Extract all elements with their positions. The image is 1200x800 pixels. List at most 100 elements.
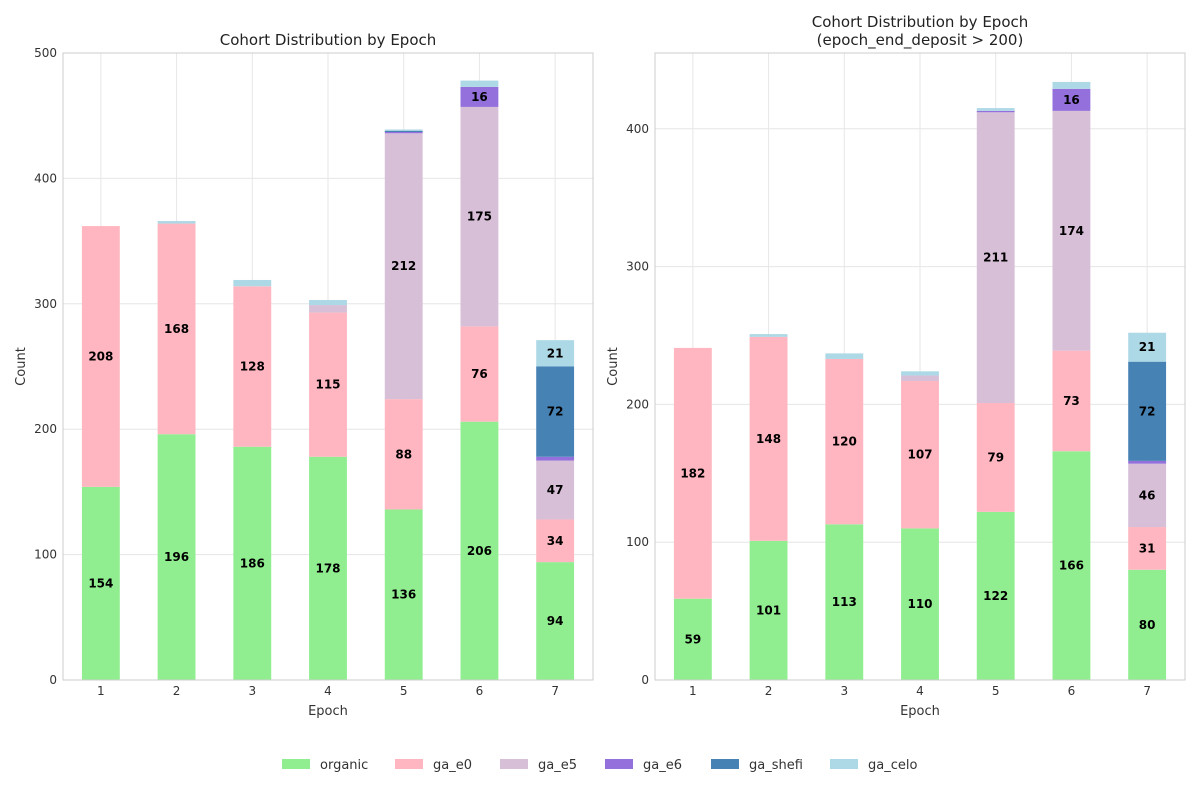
data-label: 148 (756, 432, 781, 446)
x-tick-label: 6 (476, 684, 484, 698)
bar-segment-ga_shefi (384, 130, 423, 133)
bar-segment-organic (749, 540, 788, 680)
bar-segment-ga_e6 (384, 132, 423, 134)
x-tick-label: 1 (689, 684, 697, 698)
bar-segment-ga_e0 (233, 286, 272, 447)
bar-segment-ga_e6 (460, 86, 499, 107)
data-label: 47 (547, 483, 564, 497)
legend-swatch-organic (282, 759, 310, 769)
data-label: 154 (88, 576, 113, 590)
data-label: 186 (240, 556, 265, 570)
data-label: 73 (1063, 394, 1080, 408)
data-label: 107 (907, 448, 932, 462)
y-tick-label: 200 (34, 422, 57, 436)
y-tick-label: 300 (34, 297, 57, 311)
bar-segment-ga_e5 (536, 460, 575, 520)
legend-swatch-ga_e6 (605, 759, 633, 769)
bar-segment-ga_e5 (309, 305, 347, 313)
plot-frame (654, 52, 1186, 681)
bar-segment-ga_celo (901, 371, 939, 376)
bar-segment-ga_e5 (460, 106, 499, 327)
bar-segment-organic (825, 524, 864, 680)
bar-segment-ga_celo (1128, 332, 1167, 362)
bar-segment-ga_e0 (81, 226, 120, 487)
x-tick-label: 6 (1068, 684, 1076, 698)
data-label: 115 (315, 378, 340, 392)
bar-segment-ga_celo (309, 300, 347, 306)
bar-segment-organic (976, 511, 1015, 680)
y-tick-label: 0 (49, 673, 57, 687)
x-tick-label: 7 (551, 684, 559, 698)
x-tick-label: 5 (400, 684, 408, 698)
bar-segment-organic (1052, 451, 1091, 680)
data-label: 122 (983, 589, 1008, 603)
legend-label-ga_e5: ga_e5 (538, 758, 577, 773)
data-label: 113 (832, 595, 857, 609)
data-label: 208 (88, 349, 113, 363)
bar-segment-ga_e0 (976, 403, 1015, 512)
chart-title: Cohort Distribution by Epoch (220, 31, 437, 49)
bar-segment-ga_e0 (384, 399, 423, 510)
legend-label-ga_shefi: ga_shefi (749, 758, 803, 773)
data-label: 34 (547, 534, 564, 548)
y-tick-label: 500 (34, 46, 57, 60)
bar-segment-organic (384, 509, 423, 680)
legend-label-organic: organic (320, 758, 368, 773)
data-label: 72 (547, 405, 564, 419)
bar-segment-ga_shefi (536, 366, 575, 457)
y-tick-label: 400 (34, 171, 57, 185)
x-tick-label: 4 (916, 684, 924, 698)
data-label: 101 (756, 603, 781, 617)
bar-segment-ga_e0 (673, 347, 712, 599)
y-axis-label: Count (14, 347, 29, 386)
bar-segment-ga_e6 (1128, 460, 1167, 464)
data-label: 76 (471, 367, 488, 381)
x-tick-label: 3 (840, 684, 848, 698)
y-axis-label: Count (606, 347, 621, 386)
bar-segment-organic (536, 562, 575, 680)
data-label: 168 (164, 322, 189, 336)
x-tick-label: 4 (324, 684, 332, 698)
legend-label-ga_e0: ga_e0 (433, 758, 472, 773)
data-label: 212 (391, 259, 416, 273)
bar-segment-ga_celo (1052, 81, 1091, 89)
data-label: 182 (680, 466, 705, 480)
bar-segment-ga_e0 (825, 358, 864, 525)
bar-segment-organic (81, 486, 120, 680)
bar-segment-ga_e5 (384, 133, 423, 400)
bar-segment-ga_celo (157, 221, 196, 224)
y-tick-label: 100 (34, 548, 57, 562)
data-label: 21 (1139, 340, 1156, 354)
bar-segment-ga_e6 (1052, 88, 1091, 111)
data-label: 110 (907, 597, 932, 611)
bar-segment-ga_celo (384, 129, 423, 131)
y-tick-label: 0 (641, 673, 649, 687)
x-tick-label: 2 (765, 684, 773, 698)
bar-segment-ga_e0 (749, 336, 788, 541)
chart-subtitle: (epoch_end_deposit > 200) (817, 31, 1024, 50)
data-label: 16 (1063, 93, 1080, 107)
bar-segment-ga_e5 (1128, 463, 1167, 528)
legend-swatch-ga_e0 (395, 759, 423, 769)
bar-segment-ga_e0 (460, 326, 499, 422)
data-label: 196 (164, 550, 189, 564)
data-label: 94 (547, 614, 564, 628)
x-tick-label: 5 (992, 684, 1000, 698)
bar-segment-ga_shefi (1128, 361, 1167, 461)
bar-segment-organic (233, 446, 272, 680)
data-label: 88 (395, 447, 412, 461)
legend-swatch-ga_celo (830, 759, 858, 769)
data-label: 46 (1139, 488, 1156, 502)
bar-segment-ga_e5 (901, 375, 939, 381)
bar-segment-ga_celo (536, 340, 575, 367)
plot-frame (62, 52, 594, 681)
y-tick-label: 400 (626, 122, 649, 136)
bar-segment-ga_celo (233, 279, 272, 287)
bar-segment-ga_e0 (157, 223, 196, 435)
data-label: 174 (1059, 224, 1084, 238)
data-label: 120 (832, 435, 857, 449)
bar-segment-ga_e6 (536, 456, 575, 461)
data-label: 31 (1139, 541, 1156, 555)
legend-swatch-ga_shefi (711, 759, 739, 769)
